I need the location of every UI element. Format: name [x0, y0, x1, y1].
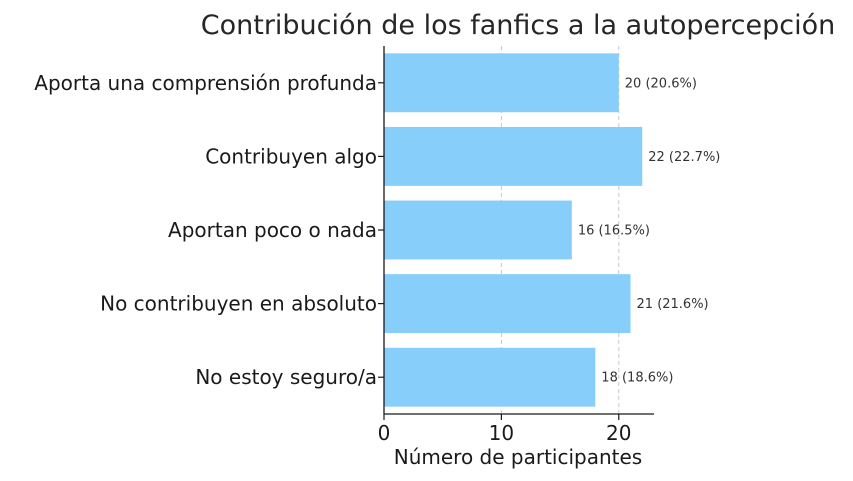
bar [384, 126, 643, 186]
axes [378, 46, 654, 420]
category-label: Aporta una comprensión profunda [34, 71, 377, 95]
data-label: 20 (20.6%) [625, 76, 697, 91]
bar [384, 53, 619, 113]
labels: 0 10 20 Aporta una comprensión profunda 20 (… [34, 71, 720, 445]
bar [384, 274, 631, 334]
x-axis-label: Número de participantes [394, 445, 642, 469]
data-label: 22 (22.7%) [648, 150, 720, 165]
category-label: Aportan poco o nada [168, 218, 377, 242]
category-label: No estoy seguro/a [195, 365, 377, 389]
data-label: 21 (21.6%) [637, 297, 709, 312]
bar [384, 200, 572, 260]
x-tick-label: 0 [378, 421, 391, 445]
category-label: No contribuyen en absoluto [100, 292, 377, 316]
data-label: 16 (16.5%) [578, 224, 650, 239]
data-label: 18 (18.6%) [601, 371, 673, 386]
x-tick-label: 10 [489, 421, 514, 445]
chart-title: Contribución de los fanfics a la autoper… [201, 10, 836, 41]
bars [384, 53, 643, 407]
category-label: Contribuyen algo [205, 144, 377, 168]
x-tick-label: 20 [606, 421, 631, 445]
bar [384, 347, 596, 407]
